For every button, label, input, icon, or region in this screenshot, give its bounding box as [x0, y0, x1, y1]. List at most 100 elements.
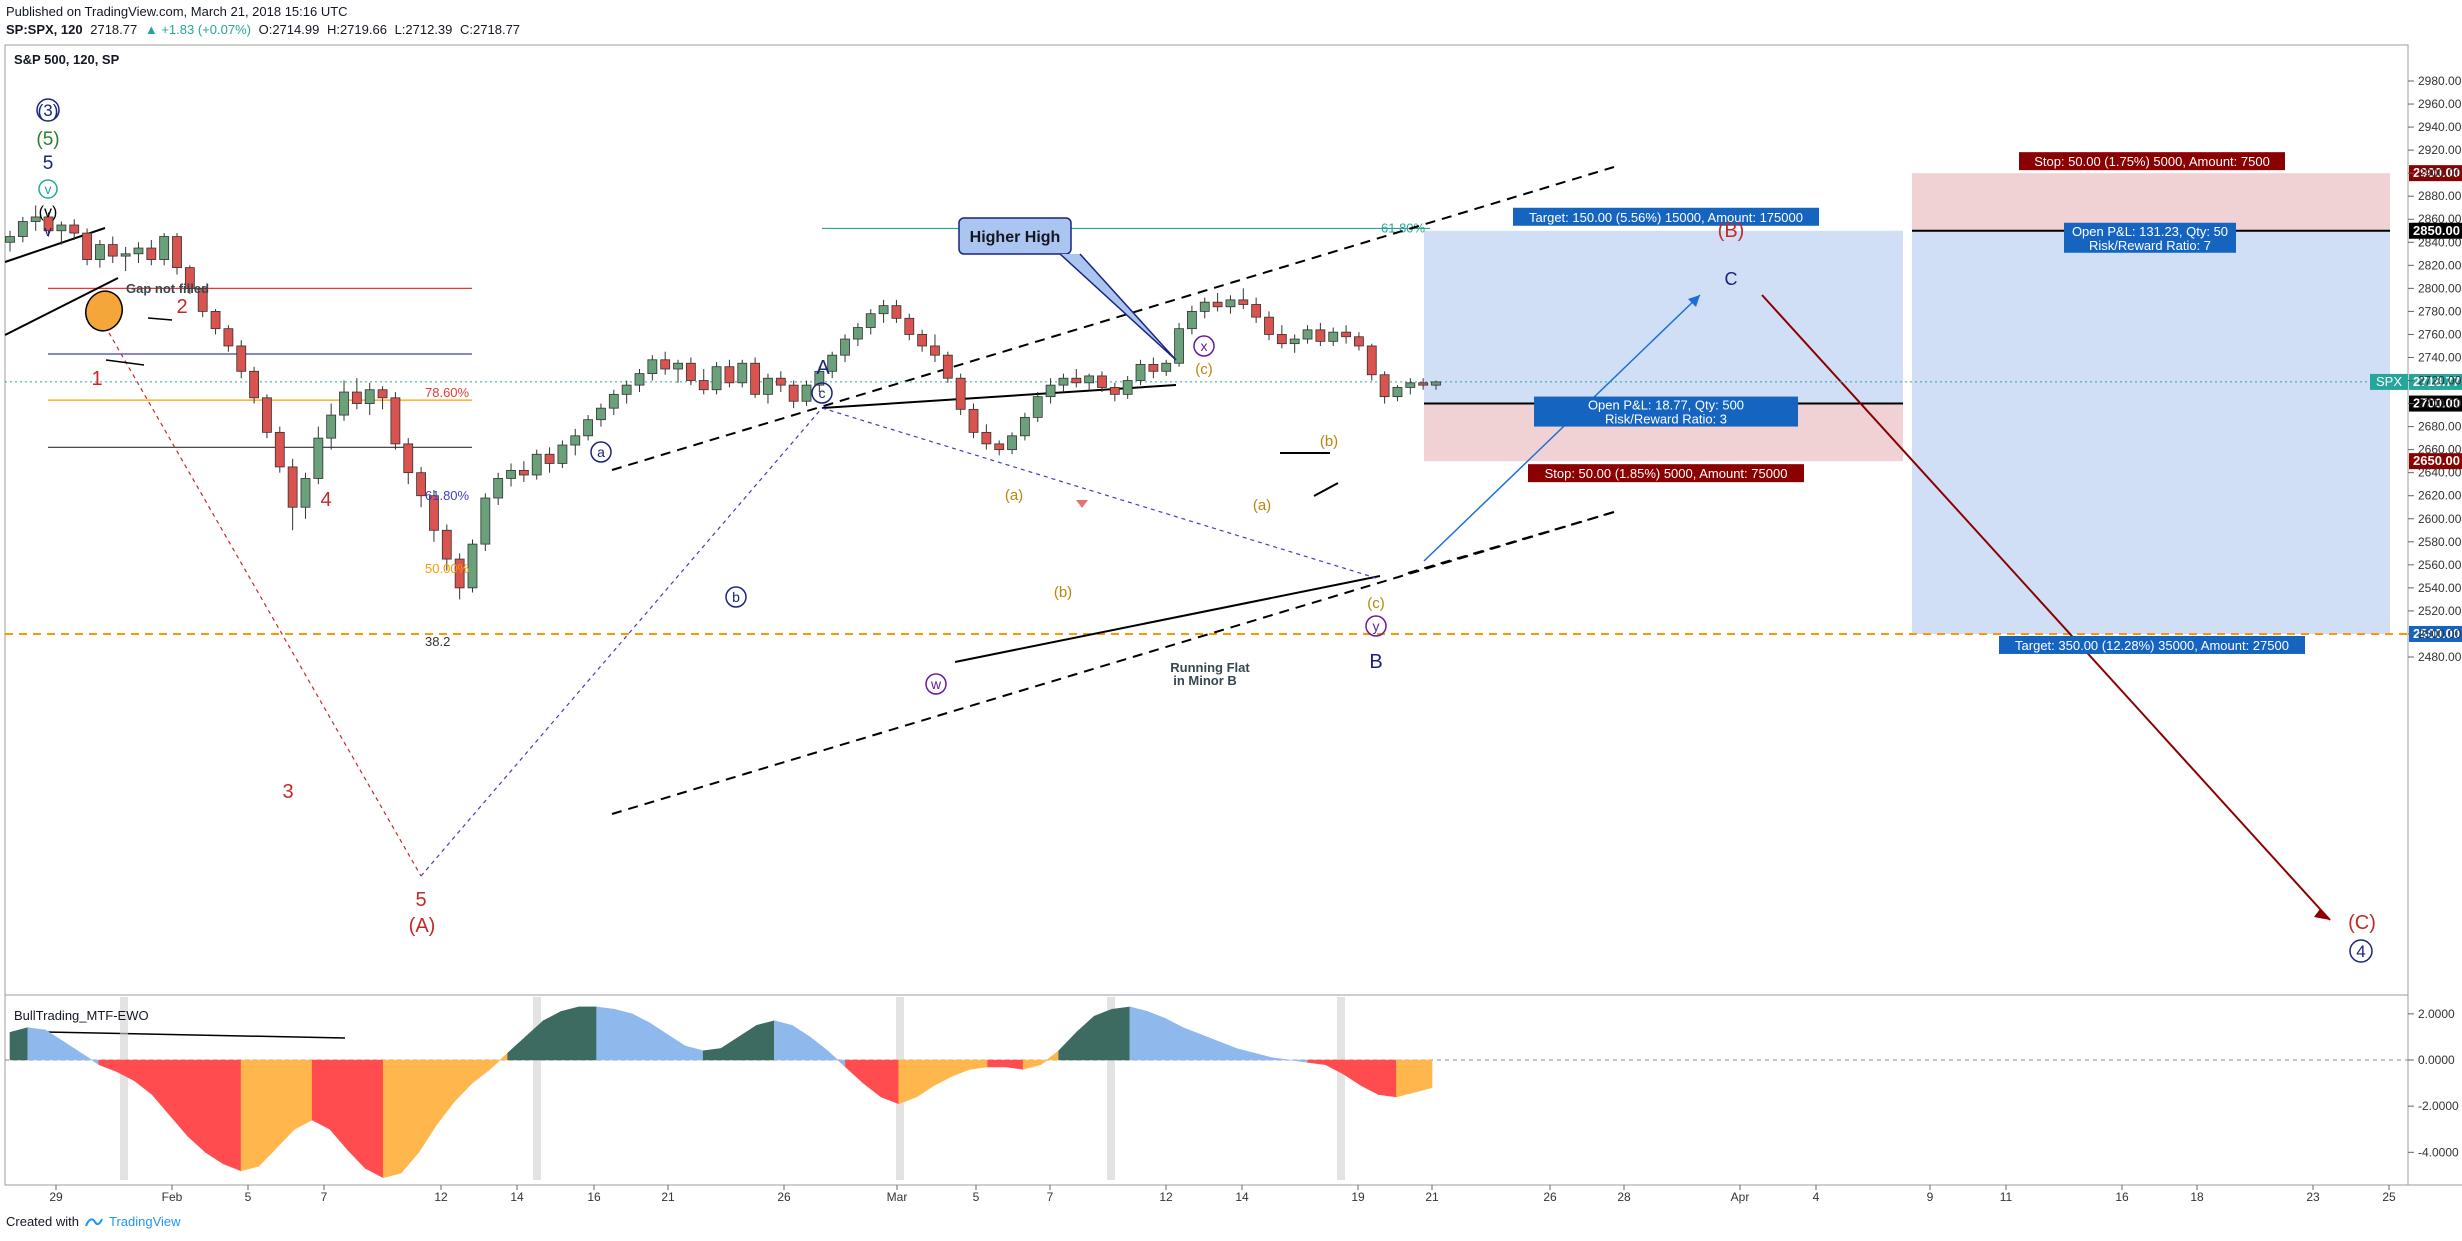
svg-text:2700.00: 2700.00: [2413, 396, 2460, 411]
indicator-tick-label: -2.0000: [2418, 1099, 2459, 1113]
candle: [287, 458, 298, 531]
wave-labels: (3) (5) 5 v (v) v 1 2 3 4 5 (A) Gap not …: [14, 98, 2376, 1023]
symbol-label: SP:SPX, 120: [6, 22, 83, 37]
price-tag: 2850.00: [2409, 222, 2462, 239]
candle: [43, 212, 54, 237]
price-tag: 2900.00: [2409, 165, 2462, 182]
indicator-segment: [1147, 1011, 1166, 1061]
candle: [660, 351, 671, 375]
wave-label-circle-v: v: [45, 181, 52, 197]
arrow-head-down: [2314, 909, 2330, 920]
candle: [262, 394, 272, 439]
indicator-segment: [187, 1059, 206, 1153]
candle: [146, 239, 157, 266]
candle: [493, 472, 504, 505]
candle: [107, 236, 118, 264]
candle: [30, 205, 41, 231]
candle: [1007, 432, 1017, 455]
time-tick-label: 12: [1159, 1190, 1173, 1204]
candle: [1315, 322, 1326, 346]
time-tick-label: 16: [587, 1190, 601, 1204]
candle: [570, 428, 581, 456]
time-tick-label: 23: [2306, 1190, 2320, 1204]
price-axis[interactable]: 2980.00 2960.00 2940.00 2920.00 2900.00 2880.…: [2408, 74, 2462, 664]
candle: [968, 403, 979, 439]
wave-label-circle-b: b: [732, 589, 740, 605]
candle: [480, 493, 491, 552]
candle: [56, 221, 67, 245]
price-chart[interactable]: S&P 500, 120, SP 61.80% 2.0000 0.0000 -2.0…: [0, 40, 2462, 1214]
svg-text:2900.00: 2900.00: [2413, 165, 2460, 180]
candle: [814, 366, 825, 393]
trend-line: [105, 359, 145, 366]
candle: [775, 371, 786, 393]
short-target-box: Target: 350.00 (12.28%) 35000, Amount: 2…: [1999, 635, 2305, 654]
high-value: H:2719.66: [326, 22, 387, 37]
price-change: ▲ +1.83 (+0.07%): [144, 22, 251, 37]
price-tick-label: 2540.00: [2418, 581, 2462, 595]
candle: [557, 440, 568, 469]
trend-line: [4, 277, 119, 336]
svg-text:Target: 150.00 (5.56%) 15000,: Target: 150.00 (5.56%) 15000, Amount: 17…: [1529, 210, 1803, 225]
candle: [172, 233, 182, 275]
candle: [300, 472, 311, 519]
fib-618-label: 61.80%: [425, 488, 470, 503]
down-marker-icon: [1076, 500, 1088, 508]
candle: [1251, 297, 1262, 323]
candle: [1379, 371, 1390, 404]
wave-label-circle-4: 4: [2356, 942, 2365, 961]
time-tick-label: 28: [1617, 1190, 1631, 1204]
candle: [351, 378, 362, 410]
candle: [82, 228, 92, 266]
price-tick-label: 2520.00: [2418, 604, 2462, 618]
wave-label-circle-3: (3): [38, 101, 59, 120]
indicator-segment: [1413, 1059, 1433, 1093]
candle: [904, 313, 915, 341]
price-tick-label: 2580.00: [2418, 535, 2462, 549]
candle: [416, 466, 426, 508]
trend-line: [1313, 482, 1339, 497]
trend-line: [954, 575, 1381, 663]
fib-786-label: 78.60%: [425, 385, 470, 400]
candle: [852, 322, 863, 346]
wave-label-3: 3: [282, 781, 293, 803]
candle: [737, 359, 748, 388]
price-tick-label: 2780.00: [2418, 304, 2462, 318]
candle: [1199, 297, 1210, 319]
candle: [673, 359, 683, 383]
time-axis[interactable]: 29 Feb 5 7 12 14 16 21 26 Mar 5 7 12 14 19 21 26 28 Apr 4 9 1…: [49, 1185, 2396, 1204]
price-tick-label: 2500.00: [2418, 627, 2462, 641]
candle: [313, 426, 324, 485]
chart-header: Published on TradingView.com, March 21, …: [0, 0, 2462, 40]
candle: [197, 286, 208, 318]
price-tag: 2650.00: [2409, 453, 2462, 470]
svg-text:Risk/Reward Ratio: 7: Risk/Reward Ratio: 7: [2089, 238, 2211, 253]
candle: [955, 373, 966, 416]
candle: [1405, 378, 1416, 395]
candle: [1187, 305, 1197, 335]
price-tick-label: 2720.00: [2418, 374, 2462, 388]
time-tick-label: Apr: [1731, 1190, 1750, 1204]
wave-label-small-v: v: [44, 223, 52, 240]
arrow-head-up: [1688, 295, 1700, 307]
indicator-name: BullTrading_MTF-EWO: [14, 1008, 149, 1023]
indicator-segment: [1111, 1006, 1131, 1061]
candle: [994, 440, 1005, 456]
trend-line: [1761, 294, 2331, 921]
tradingview-link[interactable]: TradingView: [108, 1214, 181, 1229]
indicator-tick-label: 0.0000: [2418, 1053, 2455, 1067]
candle: [1161, 359, 1172, 376]
session-gap: [1337, 997, 1345, 1180]
candle: [274, 426, 285, 473]
time-tick-label: 5: [973, 1190, 980, 1204]
svg-text:2500.00: 2500.00: [2413, 626, 2460, 641]
price-tick-label: 2940.00: [2418, 120, 2462, 134]
session-gap: [1107, 997, 1115, 1180]
candle: [467, 539, 478, 593]
time-tick-label: 7: [1047, 1190, 1054, 1204]
svg-text:Risk/Reward Ratio: 3: Risk/Reward Ratio: 3: [1605, 412, 1727, 427]
sub-wave-c-2: (c): [1367, 595, 1385, 612]
indicator-segment: [1396, 1059, 1415, 1098]
close-value: C:2718.77: [460, 22, 521, 37]
candle: [518, 461, 529, 482]
